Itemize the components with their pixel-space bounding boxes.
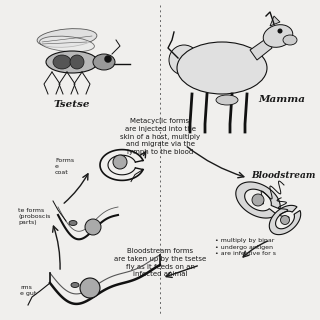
Text: Bloodstream: Bloodstream <box>252 171 316 180</box>
Ellipse shape <box>216 95 238 105</box>
Polygon shape <box>250 38 272 60</box>
Ellipse shape <box>283 35 297 45</box>
Ellipse shape <box>70 55 84 69</box>
Ellipse shape <box>71 283 79 287</box>
Circle shape <box>281 215 290 225</box>
Circle shape <box>85 219 101 235</box>
Ellipse shape <box>263 25 293 47</box>
Text: Mamma: Mamma <box>258 95 305 104</box>
Text: Metacyclic forms
are injected into the
skin of a host, multiply
and migrate via : Metacyclic forms are injected into the s… <box>120 118 200 155</box>
Ellipse shape <box>93 54 115 70</box>
Text: Bloodstream forms
are taken up by the tsetse
fly as it feeds on an
infected anim: Bloodstream forms are taken up by the ts… <box>114 248 206 277</box>
Ellipse shape <box>53 55 71 69</box>
Circle shape <box>113 155 127 169</box>
Ellipse shape <box>69 220 77 226</box>
Ellipse shape <box>177 42 267 94</box>
Text: rms
e gut: rms e gut <box>20 285 36 296</box>
Ellipse shape <box>169 45 199 75</box>
Ellipse shape <box>40 36 94 52</box>
Polygon shape <box>236 182 280 218</box>
Text: Forms
e
coat: Forms e coat <box>55 158 74 175</box>
Circle shape <box>105 55 111 62</box>
Ellipse shape <box>46 51 98 73</box>
Circle shape <box>80 278 100 298</box>
Polygon shape <box>269 205 301 235</box>
Text: te forms
(proboscis
parts): te forms (proboscis parts) <box>18 208 50 225</box>
Circle shape <box>277 28 283 34</box>
Text: Tsetse: Tsetse <box>54 100 90 109</box>
Text: • multiply by binar
• undergo antigen
• are infective for s: • multiply by binar • undergo antigen • … <box>215 238 276 256</box>
Ellipse shape <box>37 29 97 47</box>
Circle shape <box>252 194 264 206</box>
Polygon shape <box>270 16 280 26</box>
